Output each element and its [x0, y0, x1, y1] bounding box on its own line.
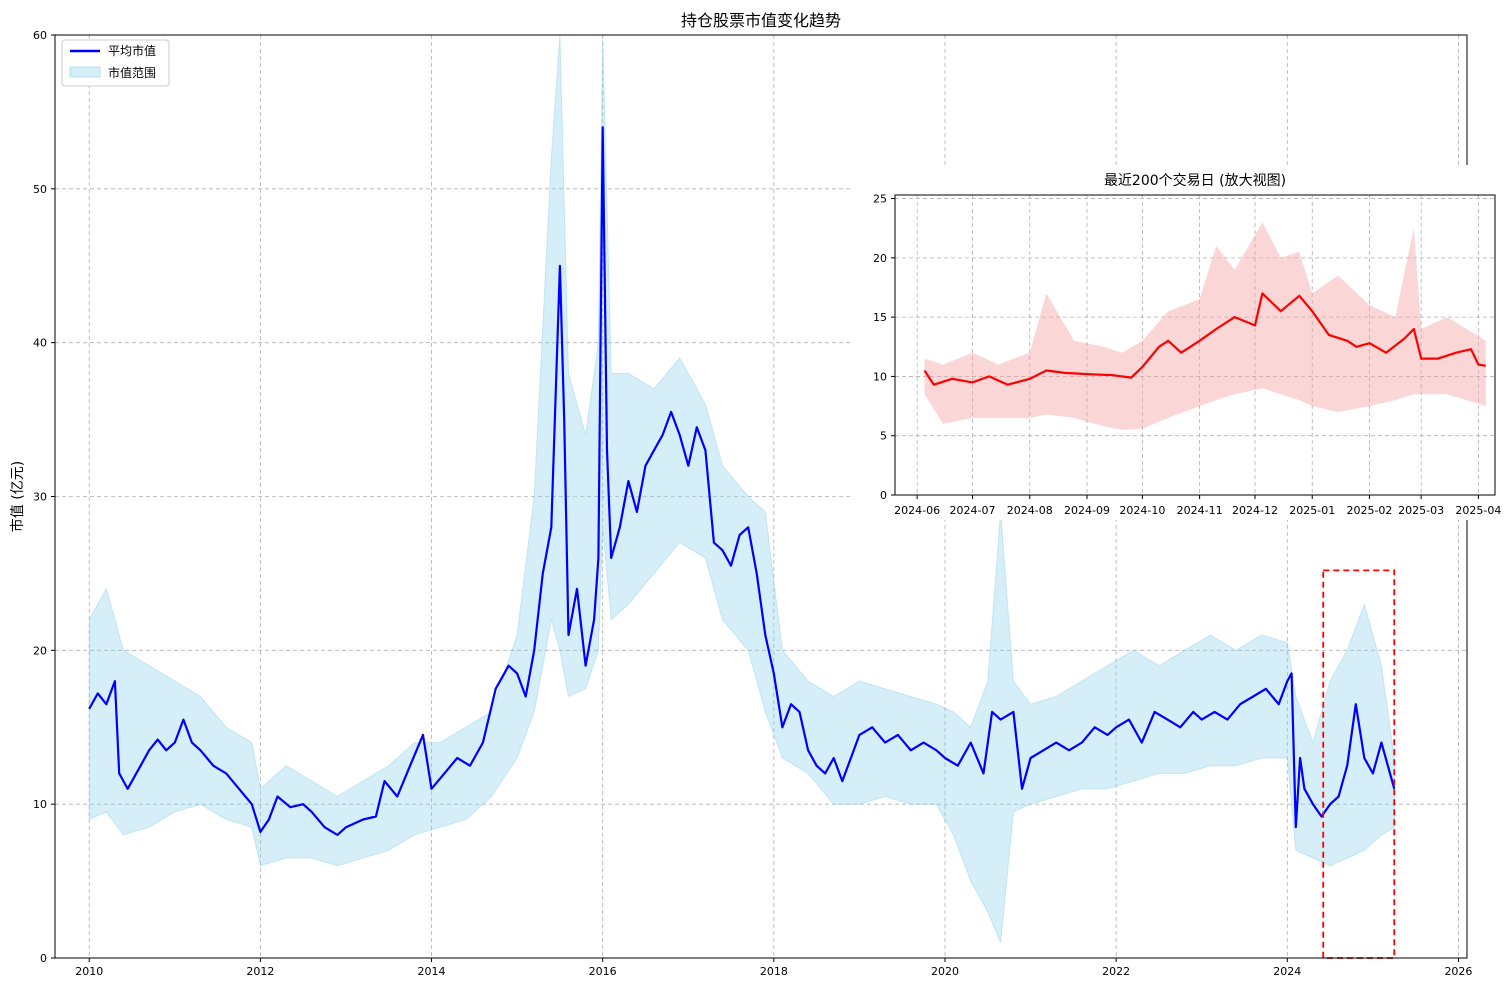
main-x-ticks: 2010 2012 2014 2016 2018 2020 2022 2024 2026	[75, 958, 1472, 978]
main-y-tick-label: 20	[33, 644, 47, 657]
main-y-tick-label: 30	[33, 491, 47, 504]
inset-line	[923, 292, 1486, 386]
main-y-tick-label: 50	[33, 183, 47, 196]
main-x-tick-label: 2014	[418, 965, 446, 978]
inset-x-tick-label: 2025-01	[1289, 504, 1335, 517]
inset-x-tick-label: 2024-10	[1119, 504, 1165, 517]
inset-y-tick-label: 5	[880, 430, 887, 443]
legend: 平均市值 市值范围	[61, 39, 170, 87]
inset-line-path	[923, 292, 1486, 386]
main-x-tick-label: 2016	[589, 965, 617, 978]
main-range-band-area	[88, 34, 1395, 943]
main-y-tick-label: 40	[33, 337, 47, 350]
inset-x-tick-label: 2024-06	[894, 504, 940, 517]
main-y-tick-label: 10	[33, 798, 47, 811]
inset-range-band-area	[924, 222, 1486, 430]
main-chart-title: 持仓股票市值变化趋势	[681, 11, 841, 30]
inset-grid	[895, 195, 1495, 495]
inset-y-tick-label: 15	[873, 311, 887, 324]
main-y-tick-label: 0	[40, 952, 47, 965]
main-range-band	[88, 34, 1395, 943]
main-x-tick-label: 2020	[931, 965, 959, 978]
inset-range-band	[924, 222, 1486, 430]
inset-x-tick-label: 2025-04	[1455, 504, 1501, 517]
inset-chart-title: 最近200个交易日 (放大视图)	[1104, 172, 1286, 189]
main-x-tick-label: 2018	[760, 965, 788, 978]
inset-background	[850, 165, 1505, 520]
main-average-line	[88, 126, 1396, 836]
inset-x-tick-label: 2024-11	[1177, 504, 1223, 517]
inset-x-tick-label: 2024-08	[1007, 504, 1053, 517]
legend-entry-average: 平均市值	[108, 43, 156, 58]
inset-x-tick-label: 2024-07	[950, 504, 996, 517]
main-x-tick-label: 2010	[75, 965, 103, 978]
main-x-tick-label: 2012	[246, 965, 274, 978]
inset-y-tick-label: 20	[873, 252, 887, 265]
inset-y-ticks: 0 5 10 15 20 25	[873, 193, 895, 502]
main-x-tick-label: 2024	[1273, 965, 1301, 978]
main-y-axis-label: 市值 (亿元)	[9, 461, 26, 532]
main-x-tick-label: 2022	[1102, 965, 1130, 978]
inset-x-tick-label: 2025-03	[1398, 504, 1444, 517]
main-y-ticks: 0 10 20 30 40 50 60	[33, 29, 55, 965]
inset-x-ticks: 2024-06 2024-07 2024-08 2024-09 2024-10 2024-…	[894, 495, 1501, 517]
inset-x-tick-label: 2024-12	[1232, 504, 1278, 517]
inset-y-tick-label: 0	[880, 489, 887, 502]
main-average-line-path	[88, 126, 1396, 836]
inset-y-tick-label: 10	[873, 370, 887, 383]
inset-x-tick-label: 2025-02	[1346, 504, 1392, 517]
inset-x-tick-label: 2024-09	[1064, 504, 1110, 517]
main-x-tick-label: 2026	[1444, 965, 1472, 978]
main-y-tick-label: 60	[33, 29, 47, 42]
legend-entry-range: 市值范围	[108, 65, 156, 80]
legend-band-swatch	[69, 66, 101, 78]
inset-y-tick-label: 25	[873, 193, 887, 206]
inset-plot-frame	[894, 194, 1496, 496]
